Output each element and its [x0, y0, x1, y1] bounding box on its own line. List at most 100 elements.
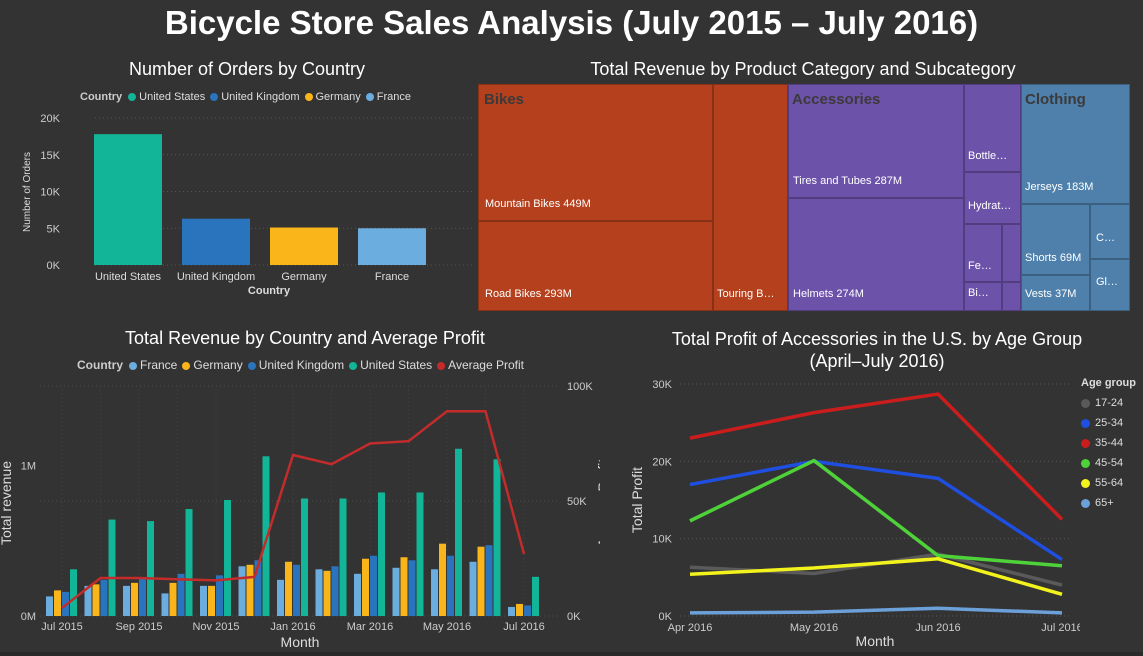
- revenue-combo-chart: 0K 50K 100K 0M 1M Jul 2015 Sep 2015 Nov 2015 Jan…: [0, 381, 600, 650]
- legend-label: 45-54: [1095, 457, 1124, 469]
- legend-label: France: [376, 91, 411, 103]
- bar-france: [315, 569, 323, 616]
- bar-germany: [362, 558, 369, 616]
- treemap-group-label: Accessories: [792, 91, 881, 108]
- bar-germany: [516, 603, 523, 616]
- treemap-cell: Tires and Tubes 287M: [788, 84, 964, 198]
- bar-germany: [400, 557, 408, 616]
- y-tick-label: 0M: [21, 611, 36, 623]
- dashboard-title: Bicycle Store Sales Analysis (July 2015 …: [164, 4, 979, 41]
- legend-dot: [247, 361, 256, 370]
- bar-united-kingdom: [216, 575, 223, 616]
- y-tick-label: 0K: [659, 611, 673, 623]
- bar-germany: [477, 546, 485, 616]
- legend-dot: [437, 361, 446, 370]
- y2-tick-label: 100K: [567, 381, 593, 393]
- x-tick-label: Apr 2016: [668, 622, 713, 634]
- treemap-cell-label: Helmets 274M: [793, 288, 864, 300]
- bar-france: [84, 585, 92, 616]
- treemap-cell-label: Mountain Bikes 449M: [485, 198, 591, 210]
- legend-dot: [210, 93, 219, 102]
- legend-item: United States: [128, 91, 205, 103]
- bar-united-states: [455, 448, 462, 616]
- x-axis-label: Country: [248, 285, 291, 297]
- treemap-cell-label: C…: [1096, 232, 1115, 244]
- legend-dot: [129, 361, 137, 370]
- y-axis-label: Total revenue: [0, 461, 14, 545]
- legend-item: 65+: [1081, 497, 1136, 509]
- x-tick-label: Mar 2016: [347, 621, 393, 633]
- x-tick-label: Nov 2015: [192, 621, 239, 633]
- bar-france: [277, 579, 284, 616]
- bar-france: [354, 573, 361, 616]
- bar-united-states: [108, 519, 116, 616]
- treemap-cell-label: Vests 37M: [1025, 288, 1077, 300]
- legend-item: 17-24: [1081, 397, 1136, 409]
- orders-legend: Country United States United Kingdom German…: [80, 91, 416, 103]
- x-tick-label: Jul 2015: [41, 621, 83, 633]
- legend-item: United Kingdom: [247, 358, 344, 372]
- treemap-cell: Road Bikes 293M: [478, 221, 713, 311]
- legend-item: Germany: [304, 91, 361, 103]
- bar-germany: [54, 590, 61, 616]
- bar-germany: [169, 582, 177, 616]
- bar-united-states: [532, 576, 539, 616]
- legend-dot: [182, 361, 191, 370]
- bar-france: [508, 606, 515, 616]
- y-tick-label: 20K: [40, 113, 60, 125]
- x-tick-label: Sep 2015: [115, 621, 162, 633]
- treemap-cell-label: Jerseys 183M: [1025, 181, 1094, 193]
- legend-label: United Kingdom: [221, 91, 300, 103]
- legend-label: 55-64: [1095, 477, 1124, 489]
- legend-dot: [1081, 438, 1090, 448]
- average-profit-line: [61, 410, 526, 609]
- y-tick-label: 0K: [47, 260, 61, 272]
- bar-united-states: [301, 498, 308, 616]
- legend-dot: [128, 93, 137, 102]
- bar-united-states: [378, 492, 385, 616]
- legend-label: Germany: [315, 91, 361, 103]
- treemap-cell-label: Gl…: [1096, 276, 1118, 288]
- legend-item: France: [129, 358, 177, 372]
- line-age-17-24: [689, 552, 1063, 587]
- bar-united-states: [70, 569, 77, 616]
- treemap-cell: [1002, 282, 1021, 311]
- y2-tick-label: 50K: [567, 496, 587, 508]
- legend-title: Country: [80, 91, 123, 103]
- line-age-55-64: [689, 557, 1063, 597]
- bar-united-kingdom: [139, 578, 146, 616]
- y-tick-label: 10K: [40, 187, 60, 199]
- legend-item: 55-64: [1081, 477, 1136, 489]
- treemap-cell: Touring B…: [713, 84, 788, 311]
- legend-title: Age group: [1081, 377, 1136, 389]
- bar-germany: [208, 585, 215, 616]
- treemap-cell: Mountain Bikes 449M: [478, 84, 713, 221]
- bar-united-states: [493, 459, 501, 616]
- x-tick-label: Jul 2016: [1041, 622, 1080, 634]
- bar-germany: [270, 227, 338, 265]
- legend-label: France: [140, 358, 178, 372]
- bar-united-states: [224, 499, 231, 616]
- bar-united-kingdom: [485, 545, 493, 616]
- bar-france: [161, 593, 169, 616]
- treemap-cell-label: Tires and Tubes 287M: [793, 175, 903, 187]
- bar-united-states: [94, 134, 162, 265]
- age-chart-title-line1: Total Profit of Accessories in the U.S. …: [671, 329, 1083, 349]
- revenue-legend: Country France Germany United Kingdom United…: [77, 358, 529, 372]
- revenue-treemap: Mountain Bikes 449M Road Bikes 293M Tourin…: [478, 84, 1130, 311]
- age-profit-line-chart: 0K 10K 20K 30K Apr 2016 May 2016 Jun 2016 Jul 2…: [629, 379, 1080, 649]
- bar-germany: [246, 564, 254, 616]
- line-age-65+: [689, 606, 1063, 615]
- x-tick-label: United Kingdom: [177, 271, 255, 283]
- y2-axis-label: Average Profit: [595, 459, 600, 548]
- treemap-cell-label: Hydrat…: [968, 200, 1012, 212]
- treemap-cell: Bi…: [964, 282, 1002, 311]
- y-axis-label: Number of Orders: [22, 152, 33, 232]
- bar-united-kingdom: [254, 560, 262, 616]
- treemap-cell: Bottle…: [964, 84, 1021, 172]
- y-tick-label: 30K: [652, 379, 672, 391]
- treemap-cell: Vests 37M: [1021, 275, 1090, 311]
- bar-united-kingdom: [524, 605, 531, 616]
- treemap-cell: Hydrat…: [964, 172, 1021, 224]
- bar-united-states: [416, 492, 424, 616]
